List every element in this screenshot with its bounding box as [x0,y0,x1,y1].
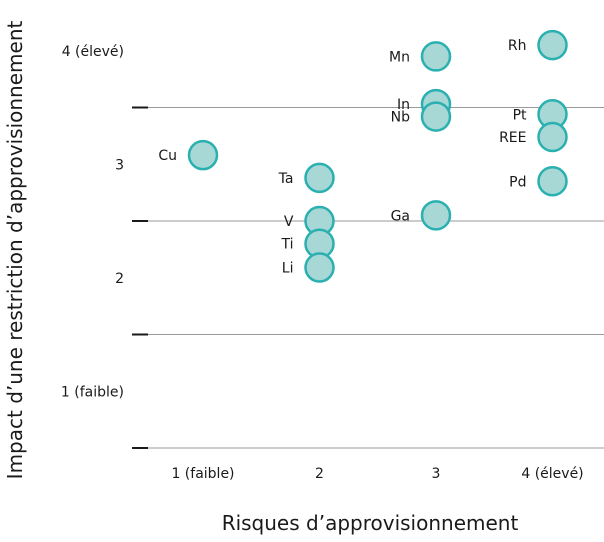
x-axis-title: Risques d’approvisionnement [222,511,519,535]
data-point-mn: Mn [389,41,452,72]
data-point-label: Pd [509,174,526,190]
data-point-ti: Ti [280,228,335,259]
data-point-ree: REE [499,121,568,153]
y-tick-label: 4 (élevé) [62,44,124,60]
data-point-label: Rh [508,38,527,54]
data-point-ta: Ta [278,162,335,194]
data-point-label: Li [282,261,294,277]
data-point-marker [187,139,219,171]
y-tick-label: 3 [115,157,124,173]
x-tick-label: 1 (faible) [171,466,234,482]
data-point-marker [537,166,568,197]
gridlines [132,106,604,449]
data-point-label: In [397,97,410,113]
data-point-ga: Ga [391,200,452,231]
data-point-li: Li [282,252,335,283]
y-axis-ticks: 1 (faible) 2 3 4 (élevé) [61,44,124,401]
data-point-marker [537,121,568,153]
x-tick-label: 2 [315,466,324,482]
data-point-nb: Nb [391,101,452,132]
data-point-label: Nb [391,110,410,126]
data-point-marker [420,41,452,72]
data-point-marker [420,101,452,132]
data-point-marker [537,29,568,61]
data-point-marker [304,162,335,194]
data-point-label: Ta [278,171,294,187]
data-point-marker [304,252,335,283]
data-point-pd: Pd [509,166,568,197]
data-point-label: V [284,214,294,230]
data-point-rh: Rh [508,29,568,61]
y-tick-label: 2 [115,271,124,287]
data-point-label: Cu [158,148,177,164]
data-point-label: Mn [389,49,410,65]
x-tick-label: 3 [432,466,441,482]
data-point-label: Ga [391,208,410,224]
y-axis-title: Impact d’une restriction d’approvisionne… [3,21,27,480]
data-point-label: Ti [280,237,293,253]
data-point-cu: Cu [158,139,219,171]
data-point-marker [420,200,452,231]
data-point-label: REE [499,130,526,146]
data-point-label: Pt [513,107,527,123]
x-tick-label: 4 (élevé) [521,466,583,482]
y-tick-label: 1 (faible) [61,384,124,400]
x-axis-ticks: 1 (faible) 2 3 4 (élevé) [171,466,583,482]
